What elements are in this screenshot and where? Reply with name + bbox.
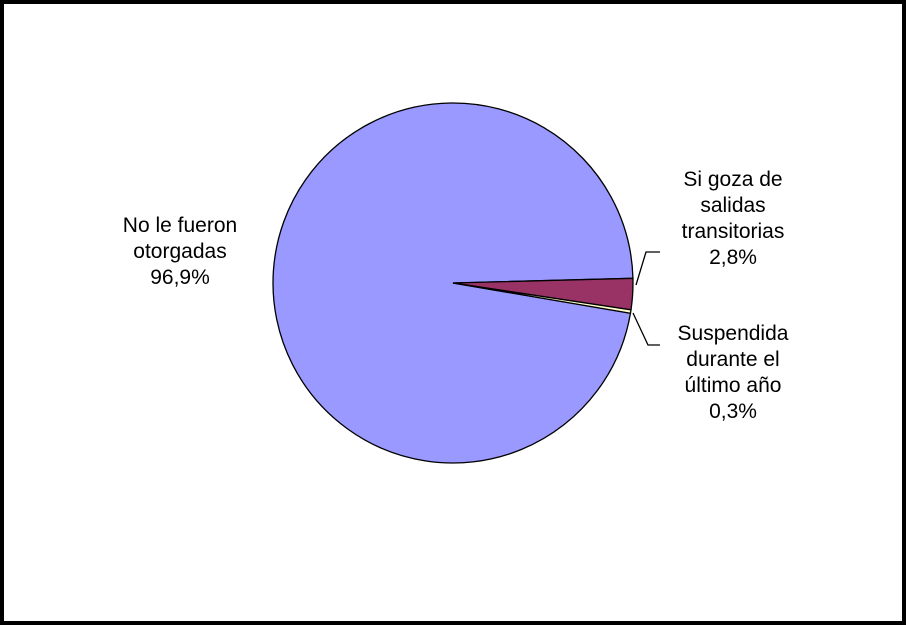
category-label: Suspendida durante el último año [678, 322, 789, 397]
value-label: 0,3% [709, 400, 757, 423]
category-label: No le fueron otorgadas [123, 214, 237, 263]
leader-line [632, 312, 660, 346]
value-label: 96,9% [150, 266, 210, 289]
value-label: 2,8% [709, 246, 757, 269]
pie [272, 102, 634, 464]
category-label: Si goza de salidas transitorias [682, 168, 785, 243]
leader-line [635, 251, 660, 286]
pie-slice [452, 282, 632, 314]
